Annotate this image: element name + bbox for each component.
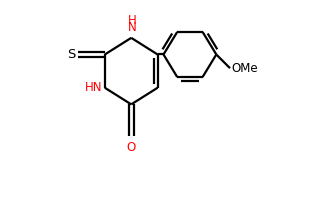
Text: HN: HN bbox=[84, 81, 102, 94]
Text: S: S bbox=[67, 48, 76, 61]
Text: N: N bbox=[128, 21, 137, 34]
Text: OMe: OMe bbox=[231, 62, 258, 75]
Text: H: H bbox=[128, 14, 137, 27]
Text: O: O bbox=[127, 140, 136, 153]
